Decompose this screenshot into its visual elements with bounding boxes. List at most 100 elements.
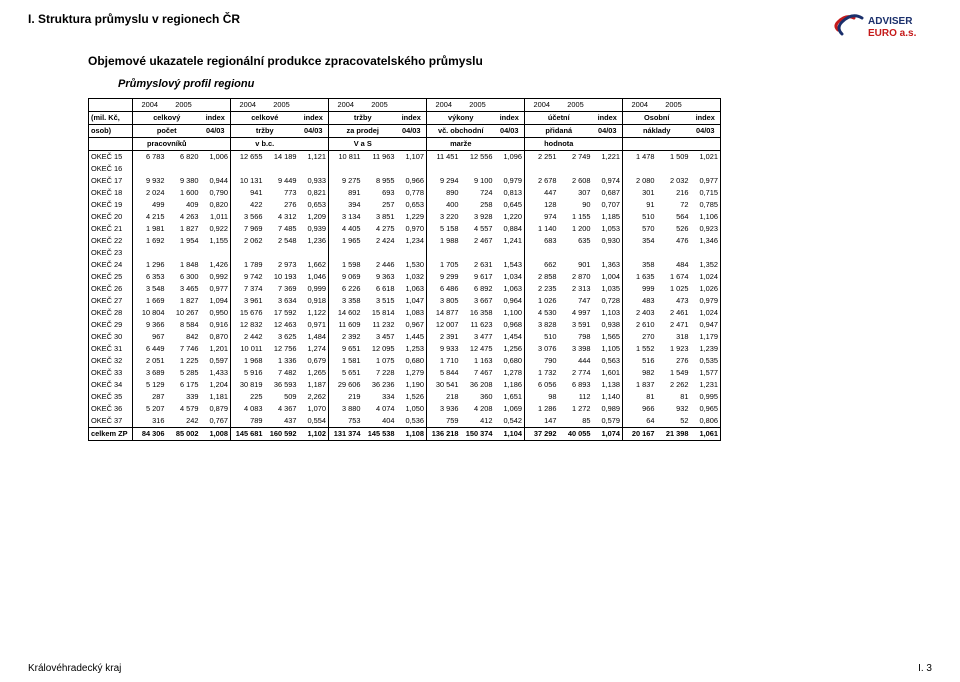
cell: 9 449 (265, 175, 299, 187)
cell: 0,939 (299, 223, 329, 235)
table-row: OKEČ 309678420,8702 4423 6251,4842 3923 … (89, 331, 721, 343)
cell: 6 486 (427, 283, 461, 295)
header-index (397, 138, 427, 151)
cell: 2 051 (133, 355, 167, 367)
cell: 1,179 (691, 331, 721, 343)
cell (593, 247, 623, 259)
cell: 1,035 (593, 283, 623, 295)
cell: 1,096 (495, 151, 525, 164)
cell: 3 880 (329, 403, 363, 415)
cell: 2 032 (657, 175, 691, 187)
header-index (495, 138, 525, 151)
cell: 0,778 (397, 187, 427, 199)
cell: 842 (167, 331, 201, 343)
table-row: OKEČ 179 9329 3800,94410 1319 4490,9339 … (89, 175, 721, 187)
cell: 1,229 (397, 211, 427, 223)
cell: 81 (657, 391, 691, 403)
cell: 307 (559, 187, 593, 199)
cell: 150 374 (461, 428, 495, 441)
cell: 11 963 (363, 151, 397, 164)
cell: 84 306 (133, 428, 167, 441)
header-metric: tržby (329, 112, 397, 125)
cell: 1 981 (133, 223, 167, 235)
cell (363, 163, 397, 175)
cell: 0,870 (201, 331, 231, 343)
cell: 9 294 (427, 175, 461, 187)
cell (657, 163, 691, 175)
table-row: OKEČ 241 2961 8481,4261 7892 9731,6621 5… (89, 259, 721, 271)
cell: 10 804 (133, 307, 167, 319)
cell: 3 689 (133, 367, 167, 379)
cell (559, 247, 593, 259)
table-row: OKEČ 352873391,1812255092,2622193341,526… (89, 391, 721, 403)
cell: 1 200 (559, 223, 593, 235)
cell: 662 (525, 259, 559, 271)
cell: 85 002 (167, 428, 201, 441)
cell (299, 247, 329, 259)
cell: 1,024 (691, 271, 721, 283)
cell: 3 828 (525, 319, 559, 331)
cell: 1 075 (363, 355, 397, 367)
cell: 1,006 (201, 151, 231, 164)
header-metric: celkové (231, 112, 299, 125)
cell: 98 (525, 391, 559, 403)
cell: 1,102 (299, 428, 329, 441)
row-label: OKEČ 21 (89, 223, 133, 235)
cell: 2 024 (133, 187, 167, 199)
cell: 4 557 (461, 223, 495, 235)
cell: 2 471 (657, 319, 691, 331)
header-index (691, 138, 721, 151)
cell: 1,094 (201, 295, 231, 307)
cell: 437 (265, 415, 299, 428)
cell: 216 (657, 187, 691, 199)
cell: 14 877 (427, 307, 461, 319)
cell: 36 593 (265, 379, 299, 391)
cell: 0,995 (691, 391, 721, 403)
cell: 131 374 (329, 428, 363, 441)
cell: 0,728 (593, 295, 623, 307)
cell: 3 548 (133, 283, 167, 295)
header-left: osob) (89, 125, 133, 138)
cell: 270 (623, 331, 657, 343)
row-label: OKEČ 24 (89, 259, 133, 271)
cell: 6 893 (559, 379, 593, 391)
header-year: 2005 (167, 99, 201, 112)
cell: 0,974 (593, 175, 623, 187)
cell: 0,977 (201, 283, 231, 295)
cell: 91 (623, 199, 657, 211)
cell: 1 272 (559, 403, 593, 415)
cell: 0,535 (691, 355, 721, 367)
cell: 4 074 (363, 403, 397, 415)
cell: 12 832 (231, 319, 265, 331)
cell: 0,806 (691, 415, 721, 428)
cell: 36 208 (461, 379, 495, 391)
cell: 1 025 (657, 283, 691, 295)
cell: 1,181 (201, 391, 231, 403)
cell: 1,106 (691, 211, 721, 223)
cell: 1,256 (495, 343, 525, 355)
table-row: OKEČ 221 6921 9541,1552 0622 5481,2361 9… (89, 235, 721, 247)
cell: 483 (623, 295, 657, 307)
cell: 10 131 (231, 175, 265, 187)
cell: 2 548 (265, 235, 299, 247)
cell: 4 263 (167, 211, 201, 223)
cell: 773 (265, 187, 299, 199)
cell: 360 (461, 391, 495, 403)
cell: 2 461 (657, 307, 691, 319)
header-index: 04/03 (691, 125, 721, 138)
cell: 1 225 (167, 355, 201, 367)
header-index (201, 138, 231, 151)
cell (201, 247, 231, 259)
cell: 966 (623, 403, 657, 415)
table-body: OKEČ 156 7836 8201,00612 65514 1891,1211… (89, 151, 721, 441)
cell: 1,021 (691, 151, 721, 164)
header-year: 2005 (657, 99, 691, 112)
cell: 2 403 (623, 307, 657, 319)
cell: 2 313 (559, 283, 593, 295)
cell: 747 (559, 295, 593, 307)
cell: 0,979 (495, 175, 525, 187)
cell: 9 933 (427, 343, 461, 355)
cell: 1,121 (299, 151, 329, 164)
cell: 3 457 (363, 331, 397, 343)
cell: 2 749 (559, 151, 593, 164)
